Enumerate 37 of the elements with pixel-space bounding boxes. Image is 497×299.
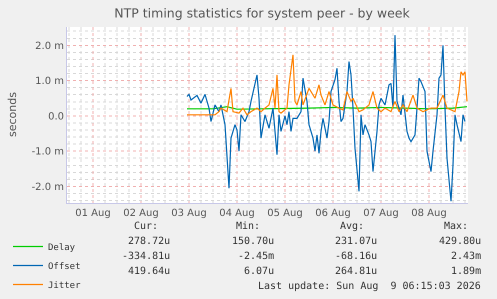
y-tick-label: 0.0 <box>48 111 64 122</box>
text: -68.16u <box>335 251 378 262</box>
x-tick-label: 07 Aug <box>363 208 399 219</box>
text: 150.70u <box>232 236 274 247</box>
legend-label: Jitter <box>48 281 82 292</box>
y-tick-label: 1.0 m <box>35 76 64 88</box>
x-tick-label: 04 Aug <box>219 208 255 219</box>
chart-title: NTP timing statistics for system peer - by week <box>114 5 410 20</box>
legend-label: Offset <box>48 262 81 272</box>
text: 264.81u <box>335 266 378 277</box>
text: 6.07u <box>244 266 274 277</box>
y-axis-title: seconds <box>6 92 19 137</box>
text: 231.07u <box>335 236 378 247</box>
x-tick-label: 03 Aug <box>171 208 207 219</box>
line-series <box>186 34 466 202</box>
text: 278.72u <box>128 236 170 247</box>
text: Min: <box>236 221 260 232</box>
x-tick-label: 01 Aug <box>75 208 111 219</box>
text: Last update: Sun Aug 9 06:15:03 2026 <box>258 281 481 292</box>
y-tick-label: -2.0 m <box>32 182 64 193</box>
x-tick-label: 08 Aug <box>411 208 447 219</box>
legend-label: Delay <box>48 243 76 254</box>
text: Cur: <box>134 221 158 232</box>
y-tick-label: -1.0 m <box>32 146 64 158</box>
x-tick-label: 05 Aug <box>267 208 303 219</box>
text: 2.43m <box>451 251 482 262</box>
line-series <box>186 54 468 116</box>
text: 1.89m <box>451 266 482 277</box>
text: 419.64u <box>128 266 170 277</box>
text: -334.81u <box>122 251 170 262</box>
text: Max: <box>444 221 468 232</box>
text: Avg: <box>340 221 364 232</box>
y-tick-label: 2.0 m <box>35 40 64 52</box>
text: -2.45m <box>238 251 274 262</box>
x-tick-label: 02 Aug <box>123 208 159 219</box>
x-tick-label: 06 Aug <box>315 208 351 219</box>
text: 429.80u <box>439 236 482 247</box>
